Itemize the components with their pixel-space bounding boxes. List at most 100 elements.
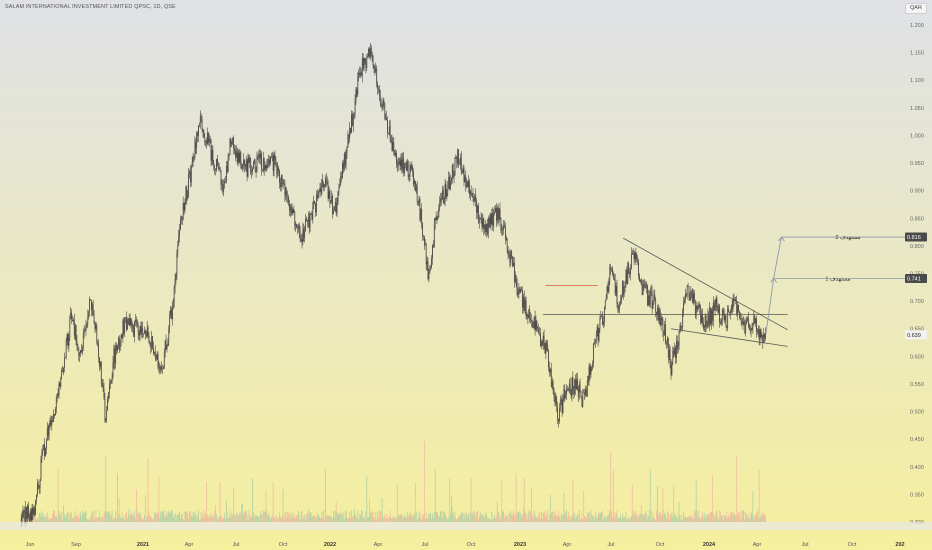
candle-body bbox=[442, 190, 444, 203]
volume-bar bbox=[716, 510, 718, 522]
volume-bar bbox=[569, 519, 571, 522]
candle-body bbox=[223, 183, 225, 192]
volume-bar bbox=[165, 511, 167, 522]
volume-bar bbox=[320, 518, 322, 522]
x-tick-label: Jul bbox=[421, 542, 428, 548]
candle-body bbox=[63, 367, 64, 372]
candle-body bbox=[121, 335, 123, 338]
candle-body bbox=[541, 341, 543, 346]
target-1-label: مستهدف 1 bbox=[825, 276, 850, 282]
volume-bar bbox=[553, 516, 555, 522]
candle-body bbox=[574, 379, 576, 394]
candle-body bbox=[538, 329, 540, 333]
volume-bar bbox=[692, 514, 694, 522]
candle-body bbox=[764, 333, 765, 339]
candle-body bbox=[513, 262, 515, 282]
candle-body bbox=[731, 305, 733, 310]
volume-bar bbox=[152, 518, 154, 522]
candle-body bbox=[420, 208, 422, 221]
volume-bar bbox=[277, 516, 279, 522]
candle-body bbox=[210, 140, 212, 161]
volume-bar bbox=[302, 518, 304, 522]
volume-bar bbox=[297, 511, 299, 522]
candle-body bbox=[756, 318, 757, 333]
candle-body bbox=[103, 388, 105, 399]
candle-body bbox=[656, 312, 657, 315]
candle-body bbox=[511, 251, 513, 257]
volume-bar bbox=[337, 513, 339, 522]
candle-body bbox=[705, 315, 707, 327]
volume-bar bbox=[418, 512, 420, 522]
candle-body bbox=[168, 327, 170, 342]
x-tick-label: Apr bbox=[563, 542, 572, 548]
volume-bar bbox=[601, 512, 603, 522]
candle-body bbox=[666, 343, 667, 345]
candle-body bbox=[539, 332, 540, 334]
volume-bar bbox=[109, 515, 111, 522]
x-axis-strip bbox=[0, 522, 932, 530]
candle-body bbox=[526, 314, 528, 317]
volume-bar bbox=[315, 516, 316, 522]
candle-body bbox=[761, 335, 763, 338]
volume-bar bbox=[350, 517, 352, 522]
candle-body bbox=[405, 162, 407, 171]
volume-bar bbox=[519, 510, 521, 522]
volume-bar bbox=[79, 517, 81, 522]
candle-body bbox=[29, 511, 31, 521]
candle-body bbox=[699, 304, 701, 308]
candle-body bbox=[630, 253, 632, 270]
candle-body bbox=[644, 284, 646, 288]
candle-body bbox=[28, 517, 30, 521]
candle-body bbox=[726, 325, 728, 329]
volume-bar bbox=[234, 514, 235, 522]
candle-body bbox=[189, 171, 191, 183]
currency-badge[interactable]: QAR bbox=[905, 3, 927, 14]
volume-bar bbox=[488, 519, 490, 522]
volume-bar bbox=[487, 518, 489, 522]
volume-bar bbox=[93, 516, 95, 522]
volume-bar bbox=[176, 514, 178, 522]
candle-body bbox=[84, 330, 86, 332]
volume-bar bbox=[600, 512, 602, 522]
candle-body bbox=[274, 155, 276, 160]
volume-bar bbox=[412, 517, 414, 522]
volume-bar bbox=[513, 511, 514, 522]
volume-bar bbox=[747, 517, 748, 522]
volume-bar bbox=[532, 517, 534, 522]
candle-body bbox=[42, 449, 44, 453]
volume-bar bbox=[482, 514, 484, 522]
volume-bar bbox=[440, 511, 442, 522]
volume-bar bbox=[631, 484, 633, 522]
candle-body bbox=[645, 287, 647, 288]
candle-body bbox=[689, 297, 691, 301]
volume-bar bbox=[494, 514, 496, 522]
candle-body bbox=[261, 153, 262, 170]
volume-bar bbox=[415, 511, 417, 522]
volume-bar bbox=[444, 513, 446, 522]
candle-body bbox=[54, 413, 55, 416]
candle-body bbox=[166, 346, 168, 350]
volume-bar bbox=[589, 518, 591, 522]
volume-bar bbox=[324, 469, 326, 522]
volume-bar bbox=[371, 512, 373, 522]
volume-bar bbox=[126, 518, 128, 522]
candle-body bbox=[142, 328, 144, 335]
volume-bar bbox=[163, 514, 165, 522]
volume-bar bbox=[69, 511, 71, 522]
volume-bar bbox=[202, 513, 204, 522]
volume-bar bbox=[187, 513, 189, 522]
volume-bar bbox=[81, 510, 83, 522]
candle-body bbox=[630, 269, 631, 275]
volume-bar bbox=[63, 513, 65, 522]
candle-body bbox=[265, 165, 267, 169]
volume-bar bbox=[131, 515, 133, 522]
volume-bar bbox=[582, 519, 584, 522]
candle-body bbox=[338, 187, 340, 192]
candle-body bbox=[377, 83, 378, 89]
candle-body bbox=[157, 353, 159, 368]
volume-bar bbox=[352, 516, 354, 522]
volume-bar bbox=[459, 516, 460, 522]
candle-body bbox=[356, 88, 358, 95]
volume-bar bbox=[474, 512, 476, 522]
volume-bar bbox=[167, 512, 169, 522]
